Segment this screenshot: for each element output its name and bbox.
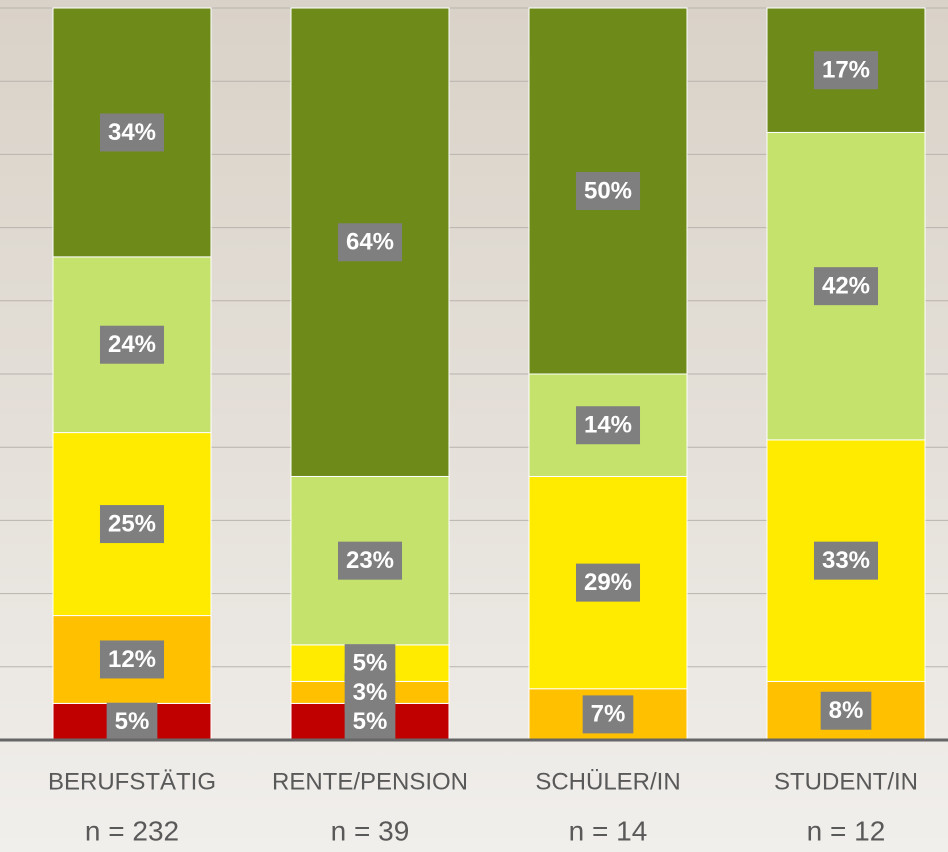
value-label: 5% xyxy=(353,649,388,676)
sample-size: n = 39 xyxy=(331,815,410,846)
value-label: 24% xyxy=(108,331,156,358)
value-label: 29% xyxy=(584,569,632,596)
value-label-box xyxy=(337,223,403,262)
x-tick-label: BERUFSTÄTIG xyxy=(48,768,216,795)
value-label-box xyxy=(106,702,158,741)
value-label: 25% xyxy=(108,510,156,537)
value-label: 64% xyxy=(346,229,394,256)
value-label: 34% xyxy=(108,119,156,146)
value-label-box xyxy=(344,644,396,683)
value-label: 17% xyxy=(822,57,870,84)
value-label: 3% xyxy=(353,679,388,706)
value-label-box xyxy=(575,406,641,445)
value-label: 14% xyxy=(584,412,632,439)
value-label: 12% xyxy=(108,646,156,673)
value-label: 5% xyxy=(115,708,150,735)
value-label-box xyxy=(813,541,879,580)
sample-size: n = 12 xyxy=(807,815,886,846)
value-label: 8% xyxy=(829,697,864,724)
x-tick-label: STUDENT/IN xyxy=(774,768,918,795)
value-label-box xyxy=(99,505,165,544)
bar-segment xyxy=(290,475,450,646)
value-label-box xyxy=(820,691,872,730)
sample-size: n = 14 xyxy=(569,815,648,846)
x-tick-label: SCHÜLER/IN xyxy=(535,768,680,795)
value-label: 50% xyxy=(584,177,632,204)
sample-size: n = 232 xyxy=(85,815,179,846)
value-label-box xyxy=(575,172,641,210)
value-label-box xyxy=(99,113,165,152)
value-label: 42% xyxy=(822,273,870,300)
x-tick-label: RENTE/PENSION xyxy=(272,768,468,795)
value-label-box xyxy=(337,541,403,580)
value-label-box xyxy=(582,695,634,734)
value-label-box xyxy=(575,563,641,602)
value-label: 33% xyxy=(822,547,870,574)
value-label: 23% xyxy=(346,547,394,574)
value-label-box xyxy=(99,325,165,364)
value-label: 7% xyxy=(591,701,626,728)
value-label-box xyxy=(813,267,879,306)
value-label: 5% xyxy=(353,708,388,735)
value-label-box xyxy=(99,640,165,679)
value-label-box xyxy=(813,51,879,90)
